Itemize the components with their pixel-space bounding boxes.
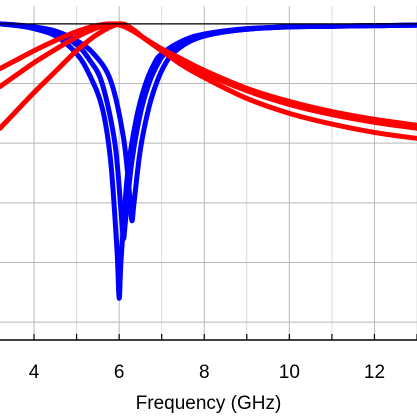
series-lines [0, 21, 417, 301]
x-tick-labels: 4 6 8 10 12 [29, 362, 385, 383]
x-tick-label: 8 [199, 362, 210, 383]
x-axis-title: Frequency (GHz) [136, 393, 282, 414]
series-line-6 [0, 21, 417, 128]
x-tick-label: 12 [364, 362, 385, 383]
grid-lines [0, 6, 417, 340]
x-tick-label: 4 [29, 362, 40, 383]
series-line-3 [0, 21, 417, 224]
x-tick-label: 10 [279, 362, 300, 383]
plot-frame [0, 23, 417, 341]
x-tick-label: 6 [114, 362, 125, 383]
